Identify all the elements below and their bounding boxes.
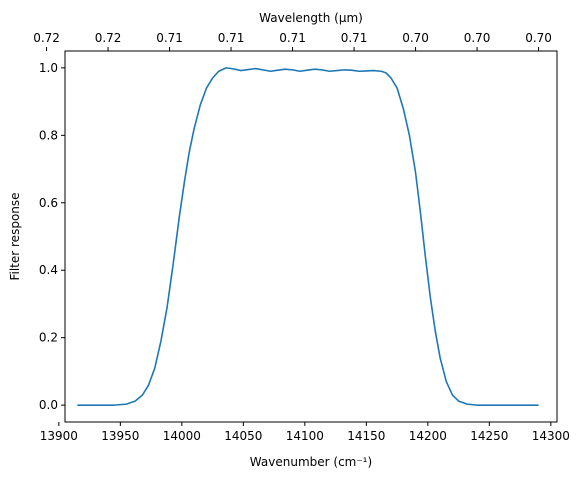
x-tick-label: 13900 xyxy=(40,429,78,443)
top-tick-label: 0.71 xyxy=(156,31,183,45)
y-tick-label: 0.4 xyxy=(39,263,58,277)
plot-area xyxy=(77,67,539,406)
top-tick-label: 0.70 xyxy=(464,31,491,45)
x-tick-label: 14200 xyxy=(409,429,447,443)
x-tick-label: 13950 xyxy=(101,429,139,443)
x-tick-label: 14250 xyxy=(470,429,508,443)
top-tick-label: 0.71 xyxy=(341,31,368,45)
x-axis-label: Wavenumber (cm⁻¹) xyxy=(250,455,372,469)
y-tick-label: 0.2 xyxy=(39,331,58,345)
y-tick-label: 1.0 xyxy=(39,61,58,75)
top-tick-label: 0.71 xyxy=(218,31,245,45)
x-tick-label: 14300 xyxy=(532,429,570,443)
x-tick-label: 14050 xyxy=(224,429,262,443)
y-tick-label: 0.6 xyxy=(39,196,58,210)
y-axis-ticks: 0.0 0.2 0.4 0.6 0.8 1.0 xyxy=(39,61,65,412)
top-axis-label: Wavelength (μm) xyxy=(259,11,363,25)
y-tick-label: 0.0 xyxy=(39,398,58,412)
top-tick-label: 0.70 xyxy=(525,31,552,45)
top-tick-label: 0.72 xyxy=(33,31,60,45)
x-tick-label: 14100 xyxy=(286,429,324,443)
top-tick-label: 0.71 xyxy=(279,31,306,45)
top-axis-ticks: 0.72 0.72 0.71 0.71 0.71 0.71 0.70 0.70 0.70 xyxy=(33,31,552,51)
y-tick-label: 0.8 xyxy=(39,128,58,142)
filter-response-line xyxy=(77,67,539,406)
plot-frame xyxy=(64,50,558,423)
top-tick-label: 0.70 xyxy=(402,31,429,45)
x-tick-label: 14150 xyxy=(347,429,385,443)
top-tick-label: 0.72 xyxy=(95,31,122,45)
y-axis-label: Filter response xyxy=(8,192,22,280)
x-tick-label: 14000 xyxy=(163,429,201,443)
x-axis-ticks: 13900 13950 14000 14050 14100 14150 14200 14250… xyxy=(40,422,570,443)
